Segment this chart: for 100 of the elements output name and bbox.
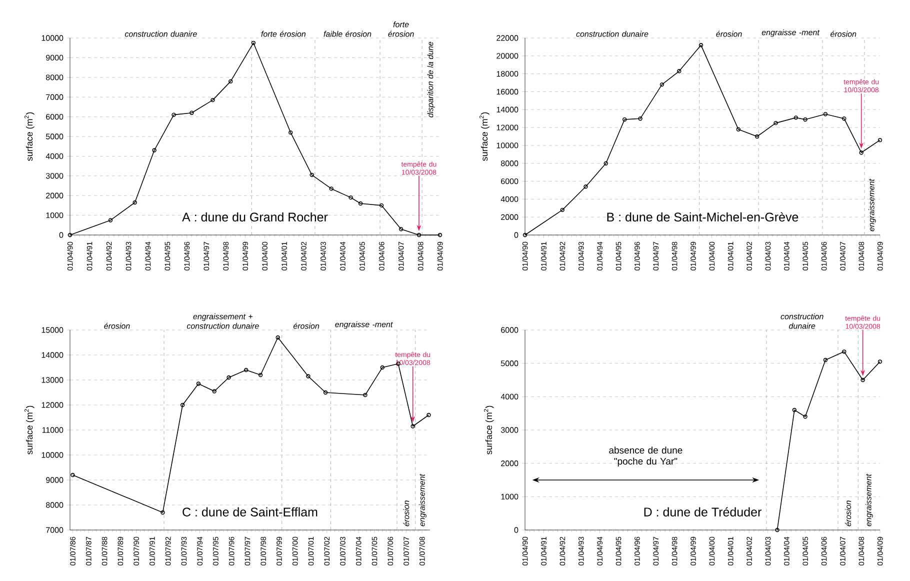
point bbox=[774, 120, 778, 126]
y-tick-label: 15000 bbox=[42, 327, 64, 333]
text: construction duanire bbox=[124, 30, 197, 37]
text: faible érosion bbox=[324, 30, 372, 37]
point bbox=[842, 350, 846, 354]
point bbox=[358, 201, 363, 206]
point bbox=[638, 116, 642, 121]
text: engraissement + construction dunaire bbox=[186, 313, 259, 329]
y-tick-label: 8000 bbox=[501, 160, 518, 166]
point bbox=[560, 208, 564, 212]
y-tick-label: 1000 bbox=[501, 494, 518, 500]
text: A : dune du Grand Rocher bbox=[182, 212, 328, 222]
point bbox=[698, 43, 704, 48]
point bbox=[132, 200, 137, 205]
y-tick-label: 18000 bbox=[496, 70, 518, 77]
y-tick-label: 6000 bbox=[501, 327, 518, 333]
y-tick-label: 0 bbox=[514, 527, 518, 533]
y-tick-label: 10000 bbox=[496, 142, 518, 148]
point bbox=[859, 150, 864, 155]
y-tick-label: 0 bbox=[514, 232, 518, 238]
y-tick-label: 22000 bbox=[496, 35, 518, 41]
y-tick-label: 2000 bbox=[501, 214, 518, 220]
y-tick-label: 2000 bbox=[501, 460, 518, 466]
y-axis-title: surface (m$^{2}$) bbox=[24, 406, 34, 454]
y-tick-label: 13000 bbox=[42, 377, 64, 383]
y-tick-label: 7000 bbox=[46, 94, 64, 100]
point bbox=[823, 112, 828, 116]
text: construction dunaire bbox=[780, 313, 824, 329]
point bbox=[379, 203, 384, 208]
y-axis-title: surface (m$^{2}$) bbox=[24, 112, 34, 161]
point bbox=[258, 372, 263, 378]
point bbox=[660, 82, 664, 87]
y-tick-label: 16000 bbox=[496, 88, 518, 95]
annotation: absence de dune "poche du Yar" bbox=[609, 446, 682, 466]
point bbox=[329, 186, 334, 191]
point bbox=[677, 69, 682, 74]
point bbox=[842, 116, 846, 121]
text: forte érosion bbox=[388, 21, 414, 37]
point bbox=[210, 98, 215, 102]
text: érosion bbox=[716, 30, 742, 37]
point bbox=[276, 335, 280, 340]
point bbox=[306, 374, 310, 378]
y-tick-label: 8000 bbox=[46, 502, 64, 508]
y-tick-label: 1000 bbox=[46, 212, 64, 218]
point bbox=[803, 414, 808, 419]
y-tick-label: 9000 bbox=[46, 477, 64, 483]
y-tick-label: 6000 bbox=[46, 114, 64, 120]
y-tick-label: 5000 bbox=[46, 134, 64, 140]
text: D : dune de Tréduder bbox=[644, 507, 762, 516]
text: érosion bbox=[293, 322, 320, 329]
point bbox=[792, 408, 797, 412]
point bbox=[584, 184, 588, 189]
y-tick-label: 7000 bbox=[46, 527, 64, 533]
y-axis-title: surface (m$^{2}$) bbox=[479, 112, 490, 161]
point bbox=[172, 112, 176, 117]
text: érosion bbox=[830, 30, 856, 37]
point bbox=[180, 402, 185, 408]
annotation: disparition de la dune bbox=[427, 42, 435, 118]
y-tick-label: 6000 bbox=[501, 178, 518, 184]
point bbox=[860, 378, 865, 382]
text: érosion bbox=[104, 322, 130, 329]
text: B : dune de Saint-Michel-en-Grève bbox=[607, 212, 798, 222]
y-tick-label: 4000 bbox=[500, 394, 518, 400]
y-tick-label: 8000 bbox=[46, 74, 64, 80]
point bbox=[288, 130, 293, 135]
y-tick-label: 11000 bbox=[42, 427, 64, 433]
text: forte érosion bbox=[261, 30, 306, 37]
point bbox=[244, 368, 248, 372]
point bbox=[604, 161, 608, 166]
point bbox=[410, 424, 415, 428]
y-tick-label: 10000 bbox=[42, 452, 64, 458]
annotation: engraissement bbox=[865, 474, 873, 526]
point bbox=[348, 195, 353, 200]
y-tick-label: 4000 bbox=[500, 196, 518, 202]
point bbox=[323, 390, 328, 395]
y-tick-label: 3000 bbox=[500, 427, 518, 433]
annotation: engraissement bbox=[868, 178, 876, 232]
point bbox=[108, 218, 113, 222]
y-tick-label: 12000 bbox=[42, 402, 64, 408]
point bbox=[398, 226, 404, 232]
point bbox=[212, 389, 216, 394]
point bbox=[190, 110, 194, 115]
point bbox=[794, 116, 798, 120]
annotation: érosion bbox=[403, 500, 410, 526]
point bbox=[310, 172, 314, 178]
y-tick-label: 0 bbox=[59, 232, 64, 238]
point bbox=[196, 382, 201, 386]
point bbox=[363, 392, 368, 398]
annotation: engraissement bbox=[418, 474, 426, 526]
point bbox=[160, 510, 165, 515]
y-tick-label: 14000 bbox=[496, 106, 518, 112]
text: engraisse -ment bbox=[762, 29, 820, 37]
y-tick-label: 10000 bbox=[42, 35, 64, 41]
y-tick-label: 3000 bbox=[46, 173, 64, 179]
point bbox=[380, 365, 384, 370]
point bbox=[823, 358, 828, 362]
y-tick-label: 20000 bbox=[496, 53, 518, 59]
point bbox=[803, 117, 808, 122]
y-tick-label: 2000 bbox=[46, 192, 64, 198]
y-tick-label: 9000 bbox=[46, 54, 64, 61]
